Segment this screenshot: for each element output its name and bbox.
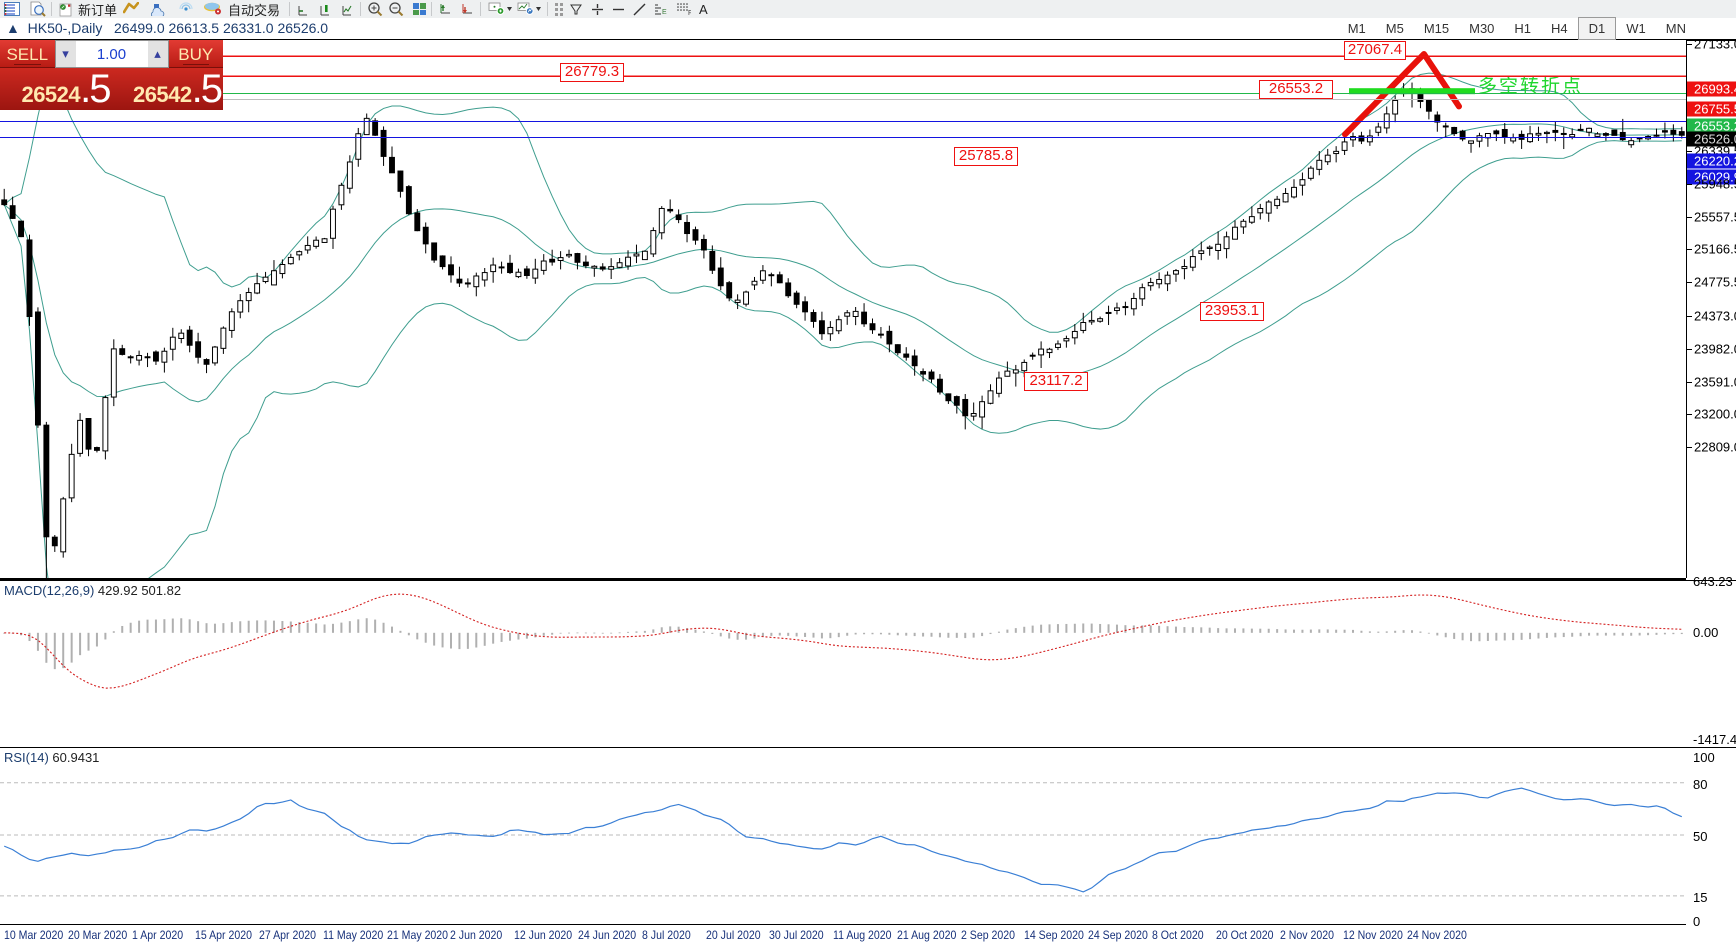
- svg-text:E: E: [662, 9, 667, 16]
- svg-text:F: F: [688, 10, 691, 16]
